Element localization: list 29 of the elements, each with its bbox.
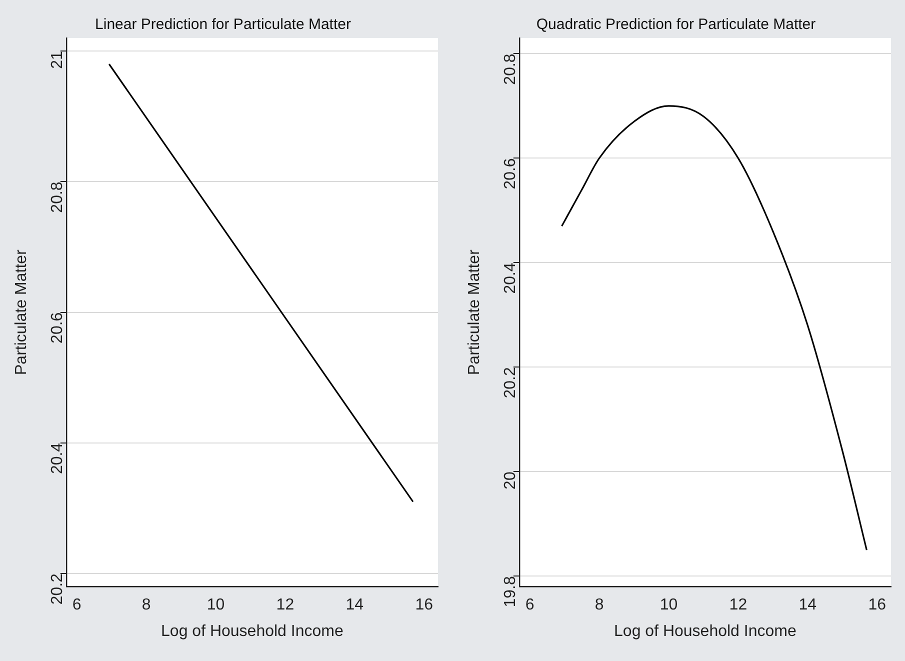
y-axis-title: Particulate Matter	[466, 248, 483, 375]
y-tick-label: 19.8	[501, 576, 518, 608]
y-tick-label: 20.4	[48, 442, 66, 474]
x-tick-label: 8	[142, 596, 151, 614]
y-tick-label: 20.6	[501, 158, 518, 190]
x-tick-label: 16	[868, 596, 886, 614]
y-tick-label: 20.2	[48, 573, 66, 605]
y-tick-label: 21	[48, 50, 66, 69]
x-tick-label: 10	[659, 596, 678, 614]
chart-title: Quadratic Prediction for Particulate Matter	[536, 16, 816, 34]
y-tick-label: 20.8	[48, 182, 66, 213]
y-tick-label: 20	[501, 472, 518, 490]
x-tick-label: 10	[206, 596, 225, 614]
y-tick-label: 20.2	[501, 367, 518, 398]
x-tick-label: 6	[72, 596, 82, 614]
x-axis-title: Log of Household Income	[614, 622, 796, 640]
x-axis-title: Log of Household Income	[161, 622, 344, 640]
x-tick-label: 12	[728, 596, 747, 614]
x-tick-label: 16	[415, 596, 434, 614]
x-tick-label: 12	[276, 596, 294, 614]
x-tick-label: 6	[524, 596, 534, 614]
chart-title: Linear Prediction for Particulate Matter	[95, 16, 351, 34]
y-tick-label: 20.6	[48, 312, 66, 344]
x-tick-label: 8	[594, 596, 604, 614]
y-tick-label: 20.8	[501, 54, 518, 85]
y-tick-label: 20.4	[501, 262, 518, 294]
x-tick-label: 14	[798, 596, 816, 614]
y-axis-title: Particulate Matter	[13, 248, 30, 375]
x-tick-label: 14	[346, 596, 364, 614]
